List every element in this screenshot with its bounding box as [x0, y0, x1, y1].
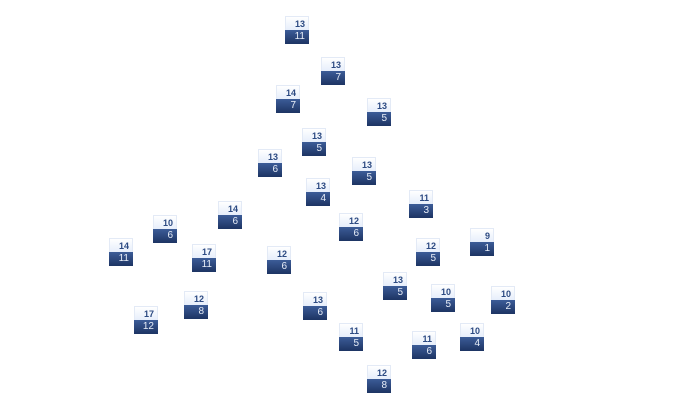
node-box[interactable]: 10 4: [460, 323, 484, 351]
node-box[interactable]: 13 5: [352, 157, 376, 185]
node-box[interactable]: 12 6: [339, 213, 363, 241]
node-box[interactable]: 13 4: [306, 178, 330, 206]
node-box[interactable]: 14 7: [276, 85, 300, 113]
node-top-value: 13: [306, 178, 330, 192]
node-top-value: 12: [367, 365, 391, 379]
node-box[interactable]: 10 6: [153, 215, 177, 243]
node-box[interactable]: 12 6: [267, 246, 291, 274]
node-top-value: 12: [184, 291, 208, 305]
node-box[interactable]: 12 8: [184, 291, 208, 319]
node-bottom-value: 6: [258, 163, 282, 177]
node-top-value: 11: [412, 331, 436, 345]
node-box[interactable]: 11 3: [409, 190, 433, 218]
node-top-value: 12: [339, 213, 363, 227]
node-box[interactable]: 12 5: [416, 238, 440, 266]
node-box[interactable]: 13 6: [303, 292, 327, 320]
node-box[interactable]: 13 7: [321, 57, 345, 85]
node-box[interactable]: 11 6: [412, 331, 436, 359]
node-box[interactable]: 12 8: [367, 365, 391, 393]
node-top-value: 14: [276, 85, 300, 99]
node-bottom-value: 4: [306, 192, 330, 206]
node-bottom-value: 5: [339, 337, 363, 351]
node-bottom-value: 3: [409, 204, 433, 218]
node-bottom-value: 6: [339, 227, 363, 241]
node-bottom-value: 6: [412, 345, 436, 359]
node-bottom-value: 11: [192, 258, 216, 272]
node-bottom-value: 12: [134, 320, 158, 334]
node-box[interactable]: 11 5: [339, 323, 363, 351]
node-bottom-value: 7: [321, 71, 345, 85]
node-top-value: 13: [352, 157, 376, 171]
node-top-value: 11: [339, 323, 363, 337]
node-box[interactable]: 17 11: [192, 244, 216, 272]
node-bottom-value: 5: [431, 298, 455, 312]
node-top-value: 17: [192, 244, 216, 258]
node-top-value: 13: [302, 128, 326, 142]
node-bottom-value: 6: [267, 260, 291, 274]
node-box[interactable]: 13 5: [302, 128, 326, 156]
node-bottom-value: 5: [302, 142, 326, 156]
node-bottom-value: 2: [491, 300, 515, 314]
node-bottom-value: 5: [383, 286, 407, 300]
node-top-value: 13: [383, 272, 407, 286]
node-top-value: 13: [303, 292, 327, 306]
node-top-value: 9: [470, 228, 494, 242]
node-box[interactable]: 13 5: [383, 272, 407, 300]
node-bottom-value: 11: [109, 252, 133, 266]
node-box[interactable]: 10 2: [491, 286, 515, 314]
node-box[interactable]: 13 6: [258, 149, 282, 177]
node-box[interactable]: 17 12: [134, 306, 158, 334]
node-top-value: 11: [409, 190, 433, 204]
node-top-value: 13: [321, 57, 345, 71]
node-top-value: 13: [367, 98, 391, 112]
node-box[interactable]: 10 5: [431, 284, 455, 312]
node-bottom-value: 4: [460, 337, 484, 351]
node-bottom-value: 5: [367, 112, 391, 126]
node-bottom-value: 11: [285, 30, 309, 44]
node-top-value: 10: [431, 284, 455, 298]
node-top-value: 12: [267, 246, 291, 260]
node-top-value: 14: [109, 238, 133, 252]
node-top-value: 10: [153, 215, 177, 229]
node-bottom-value: 5: [352, 171, 376, 185]
node-bottom-value: 1: [470, 242, 494, 256]
node-box[interactable]: 13 5: [367, 98, 391, 126]
node-bottom-value: 8: [367, 379, 391, 393]
node-top-value: 13: [285, 16, 309, 30]
node-bottom-value: 8: [184, 305, 208, 319]
node-top-value: 13: [258, 149, 282, 163]
node-top-value: 12: [416, 238, 440, 252]
node-top-value: 17: [134, 306, 158, 320]
node-bottom-value: 6: [218, 215, 242, 229]
node-bottom-value: 6: [303, 306, 327, 320]
node-box[interactable]: 14 11: [109, 238, 133, 266]
node-bottom-value: 5: [416, 252, 440, 266]
node-bottom-value: 6: [153, 229, 177, 243]
node-box[interactable]: 14 6: [218, 201, 242, 229]
node-box[interactable]: 13 11: [285, 16, 309, 44]
node-top-value: 10: [460, 323, 484, 337]
node-top-value: 10: [491, 286, 515, 300]
node-top-value: 14: [218, 201, 242, 215]
node-bottom-value: 7: [276, 99, 300, 113]
